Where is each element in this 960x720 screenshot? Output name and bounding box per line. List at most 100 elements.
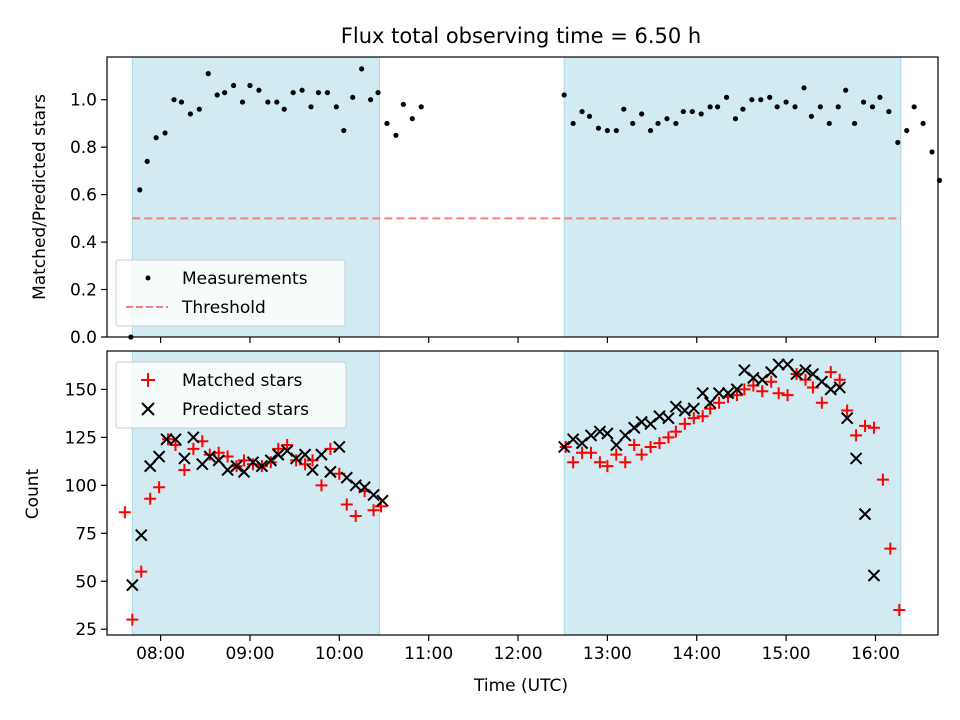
top-y-tick-label: 0.0 bbox=[70, 328, 97, 348]
predicted-point-16 bbox=[255, 459, 269, 473]
measurement-point-6 bbox=[171, 97, 177, 103]
measurement-point-24 bbox=[324, 89, 331, 96]
measurement-point-48 bbox=[664, 116, 670, 122]
measurement-point-51 bbox=[689, 108, 695, 115]
predicted-point-37 bbox=[610, 438, 623, 452]
matched-point-27 bbox=[340, 498, 353, 511]
x-tick-label: 08:00 bbox=[136, 644, 185, 664]
bottom-y-tick-label: 75 bbox=[75, 524, 97, 544]
measurement-point-2 bbox=[137, 187, 143, 193]
measurement-point-7 bbox=[178, 99, 185, 105]
measurement-point-63 bbox=[792, 104, 798, 110]
predicted-point-7 bbox=[178, 452, 191, 465]
measurement-point-56 bbox=[732, 116, 739, 122]
matched-point-9 bbox=[187, 442, 200, 455]
measurement-point-17 bbox=[265, 99, 271, 105]
top-x-ticks bbox=[160, 337, 877, 343]
matched-point-46 bbox=[678, 417, 691, 430]
measurement-point-59 bbox=[758, 97, 764, 103]
measurement-point-3 bbox=[144, 158, 150, 165]
matched-point-16 bbox=[246, 458, 259, 471]
top-y-tick-label: 0.2 bbox=[70, 281, 97, 301]
measurement-point-39 bbox=[586, 113, 593, 119]
matched-stars-points bbox=[118, 366, 906, 626]
measurement-point-43 bbox=[621, 106, 627, 112]
predicted-point-44 bbox=[669, 400, 683, 413]
bottom-y-ticks: 25 50 75 100 125 150 bbox=[65, 380, 107, 640]
matched-point-56 bbox=[765, 375, 778, 388]
top-y-ticks: 0.0 0.2 0.4 0.6 0.8 1.0 bbox=[70, 91, 107, 348]
matched-point-62 bbox=[815, 396, 828, 409]
x-tick-label: 12:00 bbox=[494, 644, 543, 664]
x-tick-label: 15:00 bbox=[762, 644, 811, 664]
matched-point-4 bbox=[144, 492, 157, 505]
matched-point-42 bbox=[644, 440, 657, 453]
bottom-y-tick-label: 50 bbox=[75, 572, 97, 592]
matched-point-66 bbox=[850, 429, 863, 442]
measurement-point-31 bbox=[384, 120, 390, 127]
matched-point-52 bbox=[730, 389, 743, 402]
measurement-point-58 bbox=[749, 97, 755, 103]
bottom-legend: Matched stars Predicted stars bbox=[115, 361, 347, 429]
predicted-point-67 bbox=[867, 569, 881, 582]
predicted-point-48 bbox=[703, 396, 717, 410]
matched-point-43 bbox=[653, 437, 666, 450]
matched-point-50 bbox=[713, 396, 726, 409]
top-axes-frame bbox=[106, 56, 939, 338]
top-y-tick-label: 0.4 bbox=[70, 233, 97, 253]
measurement-point-77 bbox=[911, 104, 917, 110]
measurement-point-28 bbox=[359, 66, 365, 72]
measurement-point-47 bbox=[655, 120, 661, 127]
predicted-point-59 bbox=[799, 363, 812, 377]
matched-point-45 bbox=[669, 425, 682, 438]
measurement-point-35 bbox=[418, 104, 424, 110]
predicted-point-18 bbox=[272, 448, 285, 461]
predicted-point-43 bbox=[662, 411, 675, 425]
predicted-point-63 bbox=[833, 381, 846, 394]
predicted-point-39 bbox=[627, 421, 641, 434]
measurement-point-71 bbox=[860, 99, 867, 105]
legend-measurements-marker bbox=[145, 275, 151, 281]
measurement-point-62 bbox=[783, 99, 789, 105]
matched-point-40 bbox=[628, 439, 641, 452]
matched-point-44 bbox=[662, 431, 675, 444]
matched-point-2 bbox=[126, 613, 139, 626]
measurement-point-65 bbox=[808, 113, 815, 119]
matched-point-48 bbox=[696, 410, 709, 423]
x-tick-label: 14:00 bbox=[672, 644, 721, 664]
measurement-point-4 bbox=[153, 135, 159, 141]
matched-point-30 bbox=[367, 504, 380, 517]
predicted-point-66 bbox=[858, 507, 872, 521]
bottom-y-tick-label: 125 bbox=[65, 428, 97, 448]
predicted-point-30 bbox=[376, 494, 389, 507]
measurement-point-19 bbox=[281, 106, 287, 112]
top-y-tick-label: 1.0 bbox=[70, 91, 97, 111]
x-tick-label: 16:00 bbox=[851, 644, 900, 664]
predicted-point-29 bbox=[367, 488, 380, 502]
predicted-point-36 bbox=[601, 427, 614, 440]
matched-point-36 bbox=[593, 456, 606, 469]
predicted-point-35 bbox=[593, 425, 607, 438]
legend-measurements-label: Measurements bbox=[182, 269, 308, 289]
top-legend-box bbox=[115, 259, 346, 327]
predicted-point-46 bbox=[687, 402, 700, 415]
measurement-point-57 bbox=[740, 106, 746, 112]
measurement-point-45 bbox=[639, 111, 645, 117]
measurement-point-61 bbox=[774, 104, 780, 110]
x-tick-label: 09:00 bbox=[225, 644, 274, 664]
predicted-point-21 bbox=[298, 448, 312, 461]
legend-matched-label: Matched stars bbox=[182, 371, 302, 391]
measurement-point-18 bbox=[274, 99, 280, 105]
matched-point-20 bbox=[281, 439, 294, 452]
legend-threshold-label: Threshold bbox=[181, 298, 266, 318]
x-tick-label: 13:00 bbox=[583, 644, 632, 664]
x-tick-label: 10:00 bbox=[315, 644, 364, 664]
predicted-point-20 bbox=[289, 452, 303, 465]
measurements-points bbox=[128, 66, 943, 340]
measurement-point-34 bbox=[409, 116, 415, 122]
predicted-point-23 bbox=[315, 448, 328, 461]
predicted-point-32 bbox=[566, 433, 580, 446]
predicted-point-51 bbox=[730, 383, 744, 396]
matched-point-35 bbox=[585, 446, 598, 459]
matched-point-53 bbox=[738, 383, 751, 396]
